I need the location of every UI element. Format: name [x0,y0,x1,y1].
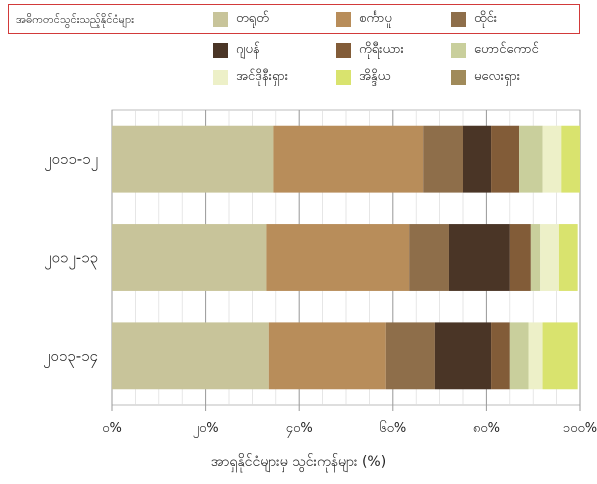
legend-label-malaysia: မလေးရှား [474,69,521,84]
bar-segment [558,224,578,291]
legend-item-korea: ကိုရီးယား [336,41,404,60]
bar-segment [112,322,269,390]
x-tick-label: ၄၀% [286,421,313,438]
legend-item-china: တရုတ် [213,10,269,29]
legend-label-thailand: ထိုင်း [474,11,498,26]
bar-segment [540,224,559,291]
bar-segment [530,224,541,291]
legend-label-japan: ဂျပန် [236,42,260,57]
legend-swatch-korea [336,43,351,58]
legend-swatch-hongkong [451,43,466,58]
bar-segment [561,125,580,193]
legend-label-india: အိန္ဒိယ [359,69,391,84]
x-axis-label: အာရှနိုင်ငံများမှ သွင်းကုန်များ (%) [210,454,387,470]
bar-segment [542,322,578,390]
legend-swatch-japan [213,43,228,58]
legend-item-japan: ဂျပန် [213,41,260,60]
bar-segment [509,322,529,390]
legend-swatch-singapore [336,12,351,27]
x-tick-label: ၂၀% [193,421,219,438]
bar-segment [112,125,274,193]
legend-item-hongkong: ဟောင်ကောင် [451,41,539,60]
legend-label-china: တရုတ် [236,11,269,26]
legend-item-thailand: ထိုင်း [451,10,497,29]
bar-segment [434,322,492,390]
x-tick-label: ၁၀၀% [563,421,597,436]
legend-swatch-china [213,12,228,27]
bar-segment [491,125,520,193]
bar-segment [519,125,543,193]
category-label: ၂၀၁၂-၁၃ [44,249,98,270]
legend-label-singapore: စင်္ကာပူ [359,11,392,26]
legend: အဓိကတင်သွင်းသည့်နိုင်ငံများ တရုတ် စင်္ကာ… [8,4,584,96]
bar-segment [542,125,562,193]
bar-segment [268,322,386,390]
legend-swatch-india [336,70,351,85]
legend-item-india: အိန္ဒိယ [336,68,390,87]
bar-segment [491,322,510,390]
legend-swatch-malaysia [451,70,466,85]
bar-segment [112,224,267,291]
category-label: ၂၀၁၁-၁၂ [44,150,98,171]
legend-item-indonesia: အင်ဒိုနီးရှား [213,68,288,87]
bar-segment [385,322,435,390]
bar-segment [528,322,543,390]
bar-segment [266,224,410,291]
x-tick-label: ၆၀% [379,420,406,436]
legend-swatch-indonesia [213,70,228,85]
x-tick-label: ၀% [102,421,122,436]
bar-segment [273,125,424,193]
category-label: ၂၀၁၃-၁၄ [43,347,98,368]
bar-segment [509,224,531,291]
bar-segment [409,224,449,291]
bar-segment [463,125,492,193]
legend-title-box [8,4,580,34]
legend-item-singapore: စင်္ကာပူ [336,10,392,29]
legend-swatch-thailand [451,12,466,27]
x-tick-label: ၈၀% [473,421,500,436]
bar-segment [448,224,510,291]
legend-label-hongkong: ဟောင်ကောင် [474,42,539,57]
legend-title: အဓိကတင်သွင်းသည့်နိုင်ငံများ [16,13,134,26]
legend-item-malaysia: မလေးရှား [451,68,520,87]
bar-segment [423,125,463,193]
legend-label-korea: ကိုရီးယား [359,42,404,57]
legend-label-indonesia: အင်ဒိုနီးရှား [236,69,289,84]
